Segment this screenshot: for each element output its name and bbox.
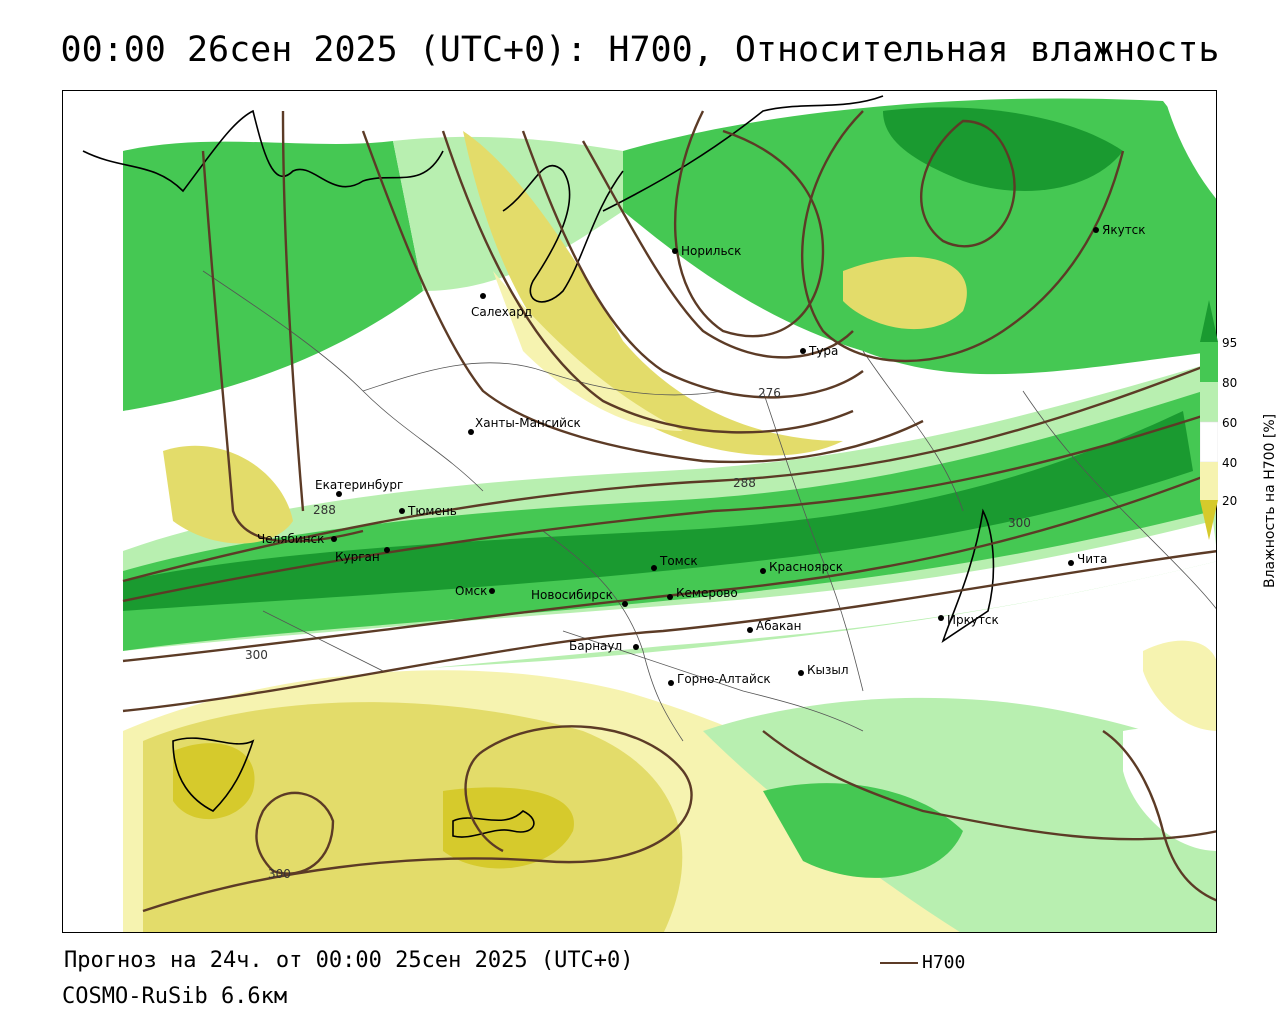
light-green-se	[703, 697, 1216, 932]
region-borders	[202, 270, 1216, 742]
forecast-info: Прогноз на 24ч. от 00:00 25сен 2025 (UTC…	[64, 948, 634, 973]
svg-text:Чита: Чита	[1077, 552, 1107, 566]
legend-title: Влажность на H700 [%]	[1262, 413, 1278, 588]
map-area: 276 288 288 300 300 300 Норильск Якутск …	[62, 90, 1217, 933]
dry-zone-south-inner	[143, 702, 683, 932]
legend-tick: 40	[1222, 456, 1238, 470]
city-khanty-mansiysk: Ханты-Мансийск	[468, 416, 581, 435]
city-yakutsk: Якутск	[1093, 223, 1146, 237]
contour-label: 300	[245, 648, 268, 662]
dark-green-north-east	[883, 107, 1123, 191]
coastlines	[82, 95, 995, 838]
svg-text:Курган: Курган	[335, 550, 380, 564]
h700-contours	[122, 110, 1216, 913]
dry-patch-ne	[843, 256, 967, 330]
city-abakan: Абакан	[747, 619, 801, 633]
city-omsk: Омск	[455, 584, 495, 598]
svg-text:Ханты-Мансийск: Ханты-Мансийск	[475, 416, 581, 430]
city-tura: Тура	[800, 344, 838, 358]
city-kyzyl: Кызыл	[798, 663, 849, 677]
svg-text:Новосибирск: Новосибирск	[531, 588, 613, 602]
svg-text:Якутск: Якутск	[1102, 223, 1146, 237]
model-info: COSMO-RuSib 6.6км	[62, 984, 288, 1009]
contour-label: 288	[313, 503, 336, 517]
white-band-south	[123, 521, 1216, 701]
outside-domain-west	[63, 91, 123, 932]
very-dry-patch-2	[443, 787, 574, 869]
city-gorno-altaysk: Горно-Алтайск	[668, 672, 771, 686]
svg-text:Омск: Омск	[455, 584, 487, 598]
contour-label: 300	[268, 867, 291, 881]
svg-text:Тюмень: Тюмень	[407, 504, 457, 518]
dry-tongue-north	[463, 131, 843, 456]
city-kemerovo: Кемерово	[667, 586, 738, 600]
contour-legend: H700	[880, 952, 965, 973]
green-north-west	[123, 141, 423, 411]
city-salekhard: Салехард	[471, 293, 532, 319]
city-chelyabinsk: Челябинск	[257, 532, 337, 546]
svg-text:Тура: Тура	[808, 344, 838, 358]
svg-text:Барнаул: Барнаул	[569, 639, 622, 653]
humidity-colorbar	[1200, 300, 1218, 540]
city-krasnoyarsk: Красноярск	[760, 560, 843, 574]
outside-domain-ne	[1163, 91, 1216, 199]
dry-patch-nw	[163, 445, 293, 544]
contour-label: 300	[1008, 516, 1031, 530]
green-band-dark	[123, 411, 1193, 611]
white-patch-west	[243, 383, 393, 450]
contour-label: 288	[733, 476, 756, 490]
legend-tick: 80	[1222, 376, 1238, 390]
very-dry-patch-1	[173, 743, 255, 820]
pale-se	[1143, 640, 1216, 731]
legend-tick: 20	[1222, 494, 1238, 508]
svg-text:Томск: Томск	[659, 554, 698, 568]
svg-text:Иркутск: Иркутск	[947, 613, 999, 627]
city-tyumen: Тюмень	[399, 504, 457, 518]
white-se	[1123, 728, 1216, 851]
svg-text:Екатеринбург: Екатеринбург	[315, 478, 403, 492]
map-title: 00:00 26сен 2025 (UTC+0): H700, Относите…	[60, 30, 1220, 70]
city-novosibirsk: Новосибирск	[531, 588, 628, 607]
dry-tongue-north-pale	[493, 271, 683, 431]
humidity-map: 276 288 288 300 300 300 Норильск Якутск …	[63, 91, 1216, 932]
city-norilsk: Норильск	[672, 244, 741, 258]
contour-legend-label: H700	[922, 952, 966, 973]
cities: Норильск Якутск Салехард Тура Ханты-Манс…	[257, 223, 1146, 686]
svg-text:Горно-Алтайск: Горно-Алтайск	[677, 672, 771, 686]
legend-tick: 60	[1222, 416, 1238, 430]
svg-text:Красноярск: Красноярск	[769, 560, 843, 574]
svg-text:Кемерово: Кемерово	[676, 586, 738, 600]
contour-label: 276	[758, 386, 781, 400]
svg-text:Норильск: Норильск	[681, 244, 741, 258]
svg-text:Челябинск: Челябинск	[257, 532, 324, 546]
svg-text:Абакан: Абакан	[756, 619, 801, 633]
city-irkutsk: Иркутск	[938, 613, 999, 627]
svg-text:Кызыл: Кызыл	[807, 663, 849, 677]
legend-tick: 95	[1222, 336, 1238, 350]
city-tomsk: Томск	[651, 554, 698, 571]
contour-legend-line	[880, 961, 918, 964]
city-chita: Чита	[1068, 552, 1107, 566]
contour-labels: 276 288 288 300 300 300	[245, 386, 1031, 881]
city-kurgan: Курган	[335, 547, 390, 564]
city-yekaterinburg: Екатеринбург	[315, 478, 403, 497]
city-barnaul: Барнаул	[569, 639, 639, 653]
svg-text:Салехард: Салехард	[471, 305, 532, 319]
